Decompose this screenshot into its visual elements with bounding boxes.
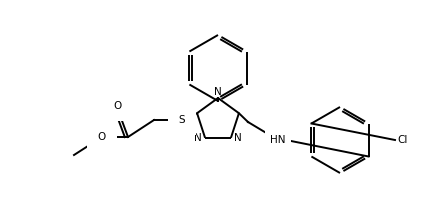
Text: Cl: Cl bbox=[397, 135, 407, 145]
Text: N: N bbox=[214, 87, 222, 97]
Text: O: O bbox=[98, 132, 106, 142]
Text: N: N bbox=[194, 133, 202, 143]
Text: N: N bbox=[234, 133, 242, 143]
Text: O: O bbox=[114, 101, 122, 111]
Text: O: O bbox=[98, 132, 106, 142]
Text: S: S bbox=[179, 115, 185, 125]
Text: HN: HN bbox=[270, 135, 286, 145]
Text: S: S bbox=[179, 115, 185, 125]
Text: O: O bbox=[114, 99, 122, 109]
